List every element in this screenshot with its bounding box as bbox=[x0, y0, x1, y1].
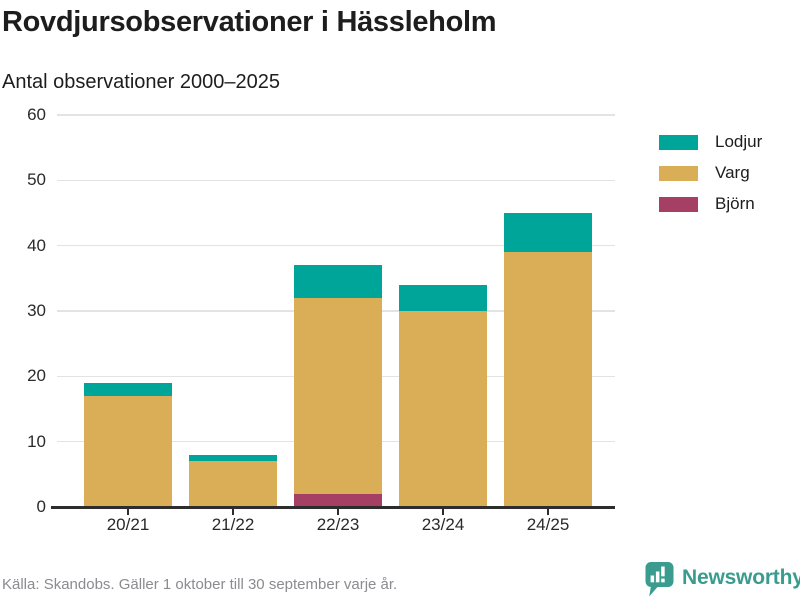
bar-20-21-varg bbox=[84, 395, 172, 507]
bar-21-22-varg bbox=[189, 461, 277, 507]
chart-title: Rovdjursobservationer i Hässleholm bbox=[2, 6, 497, 38]
legend-label-bjorn: Björn bbox=[715, 194, 755, 213]
icon-exclamation-bar bbox=[661, 566, 665, 577]
x-tick-20-21 bbox=[127, 508, 129, 515]
bar-22-23-lodjur bbox=[294, 265, 382, 298]
y-tick-label-0: 0 bbox=[36, 497, 46, 516]
legend-label-varg: Varg bbox=[715, 163, 750, 182]
y-tick-label-60: 60 bbox=[27, 105, 46, 124]
bar-21-22-lodjur bbox=[189, 454, 277, 462]
x-tick-21-22 bbox=[232, 508, 234, 515]
y-tick-label-50: 50 bbox=[27, 170, 46, 190]
bar-22-23-varg bbox=[294, 297, 382, 494]
x-tick-22-23 bbox=[337, 508, 339, 515]
bar-23-24-varg bbox=[399, 311, 487, 507]
y-tick-label-40: 40 bbox=[27, 235, 46, 255]
x-tick-label-23-24: 23/24 bbox=[421, 515, 465, 534]
legend-item-varg: Varg bbox=[659, 163, 762, 183]
icon-bar-medium bbox=[655, 571, 660, 583]
x-axis-labels: 20/21 21/22 22/23 23/24 24/25 bbox=[57, 515, 615, 541]
legend-swatch-lodjur bbox=[659, 134, 698, 150]
legend: Lodjur Varg Björn bbox=[659, 132, 762, 225]
plot-area bbox=[51, 114, 615, 515]
x-axis-line bbox=[51, 505, 615, 509]
brand-logo: Newsworthy bbox=[644, 561, 800, 599]
y-tick-label-10: 10 bbox=[27, 431, 46, 451]
gridline-50 bbox=[57, 179, 615, 182]
gridline-60 bbox=[57, 114, 615, 116]
legend-item-lodjur: Lodjur bbox=[659, 132, 762, 152]
y-tick-label-20: 20 bbox=[27, 366, 46, 386]
legend-label-lodjur: Lodjur bbox=[715, 132, 763, 151]
legend-swatch-varg bbox=[659, 165, 698, 181]
brand-name: Newsworthy bbox=[682, 566, 800, 589]
x-tick-label-24-25: 24/25 bbox=[526, 515, 570, 534]
bar-22-23-bjorn bbox=[294, 493, 382, 507]
source-note: Källa: Skandobs. Gäller 1 oktober till 3… bbox=[2, 576, 398, 593]
newsworthy-icon bbox=[645, 562, 674, 597]
y-tick-label-30: 30 bbox=[27, 301, 46, 320]
icon-exclamation-dot bbox=[661, 578, 665, 583]
bar-24-25-varg bbox=[504, 252, 592, 507]
x-tick-23-24 bbox=[442, 508, 444, 515]
bar-23-24-lodjur bbox=[399, 284, 487, 311]
x-tick-label-21-22: 21/22 bbox=[211, 515, 255, 534]
bar-20-21-lodjur bbox=[84, 382, 172, 396]
x-tick-24-25 bbox=[547, 508, 549, 515]
gridline-40 bbox=[57, 244, 615, 247]
x-tick-label-20-21: 20/21 bbox=[106, 515, 150, 534]
bar-24-25-lodjur bbox=[504, 213, 592, 253]
legend-swatch-bjorn bbox=[659, 196, 698, 212]
legend-item-bjorn: Björn bbox=[659, 194, 762, 214]
x-tick-label-22-23: 22/23 bbox=[316, 515, 360, 534]
icon-bar-small bbox=[650, 575, 655, 583]
chart-subtitle: Antal observationer 2000–2025 bbox=[2, 71, 280, 93]
